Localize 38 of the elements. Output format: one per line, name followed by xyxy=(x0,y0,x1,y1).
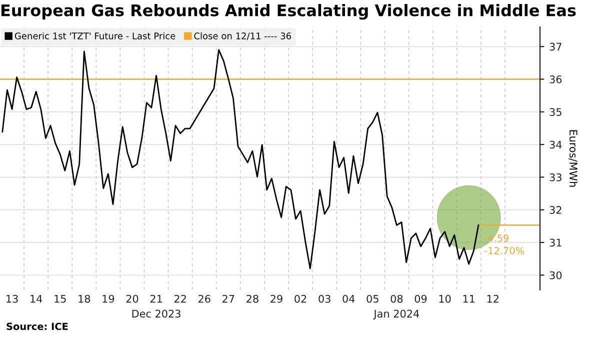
y-tick-label: 34 xyxy=(550,140,562,149)
y-tick-label: 36 xyxy=(550,75,562,84)
x-tick-label: 02 xyxy=(294,294,306,303)
text: Jan 2024 xyxy=(373,310,420,320)
y-tick-label: 30 xyxy=(550,271,562,280)
legend-label: Close on 12/11 ---- 36 xyxy=(194,32,291,40)
line-series xyxy=(2,49,480,270)
x-tick-label: 14 xyxy=(30,295,42,303)
source-note: Source: ICE xyxy=(6,322,68,330)
x-tick-label: 05 xyxy=(366,294,378,303)
x-tick-label: 22 xyxy=(174,294,186,303)
x-tick-label: 09 xyxy=(414,294,427,303)
text: Dec 2023 xyxy=(132,310,180,318)
y-tick-label: 31 xyxy=(550,238,562,247)
x-tick-label: 03 xyxy=(318,294,330,303)
x-tick-label: 20 xyxy=(126,294,138,303)
x-tick-label: 04 xyxy=(342,294,355,303)
x-tick-label: 12 xyxy=(487,294,498,303)
legend-label: Generic 1st 'TZT' Future - Last Price xyxy=(14,32,176,40)
y-tick-label: 32 xyxy=(550,206,562,214)
x-tick-label: 21 xyxy=(150,294,162,303)
y-axis-title: Euros/MWh xyxy=(568,130,578,187)
x-tick-label: 28 xyxy=(246,294,258,303)
annotation: -12.70% xyxy=(484,247,524,254)
x-tick-label: 10 xyxy=(439,294,451,303)
x-tick-label: 08 xyxy=(390,294,403,303)
chart-title: European Gas Rebounds Amid Escalating Violence in Middle Eas xyxy=(1,4,576,20)
y-tick-label: 33 xyxy=(550,173,562,182)
y-tick-label: 35 xyxy=(550,108,562,116)
x-tick-label: 29 xyxy=(270,294,282,303)
x-tick-label: 27 xyxy=(222,294,234,303)
x-tick-label: 18 xyxy=(78,294,90,303)
x-tick-label: 11 xyxy=(463,295,474,303)
x-tick-label: 15 xyxy=(54,295,66,303)
x-tick-label: 13 xyxy=(6,294,18,303)
y-tick-label: 37 xyxy=(550,42,562,51)
x-tick-label: 19 xyxy=(102,294,114,303)
x-tick-label: 26 xyxy=(198,294,210,303)
